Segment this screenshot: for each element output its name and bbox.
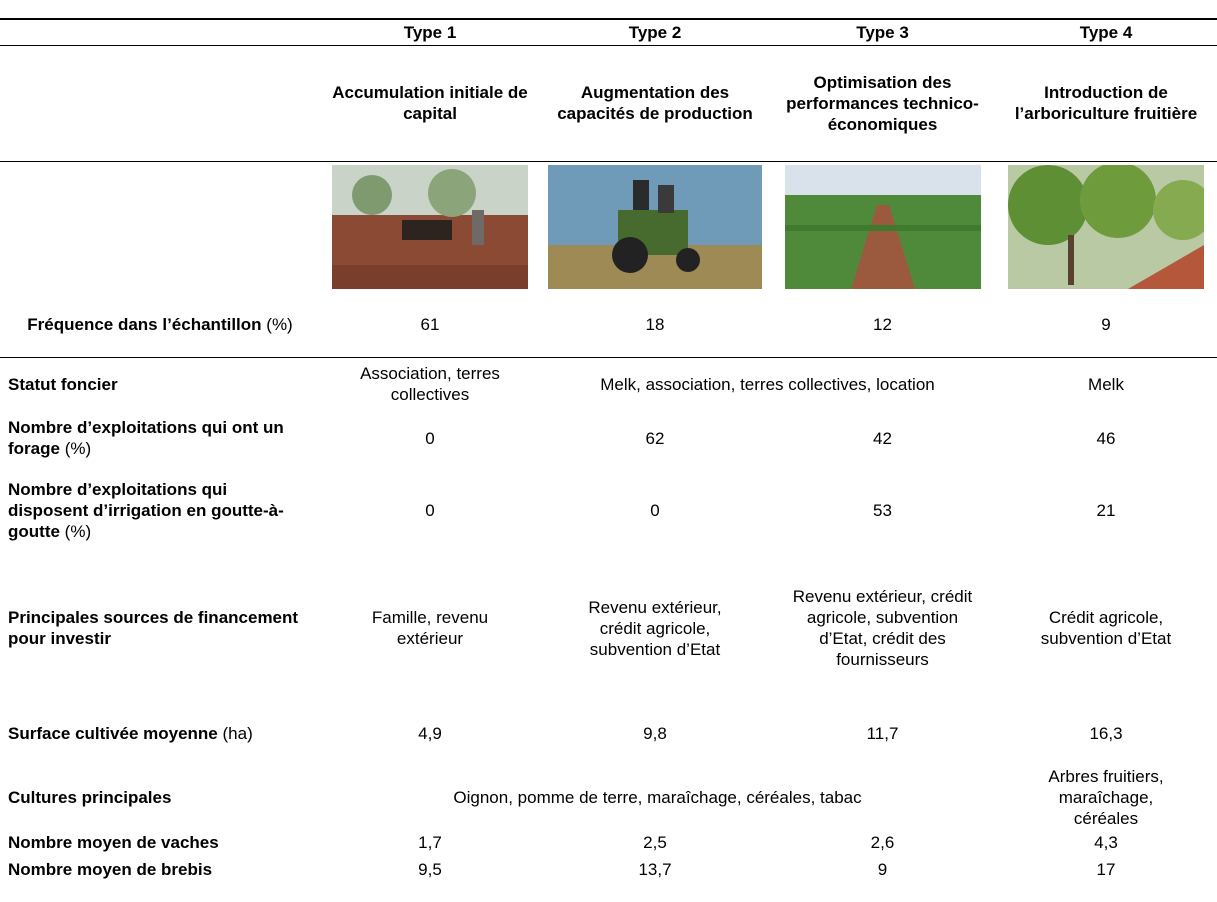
row-label: Nombre moyen de vaches bbox=[8, 833, 219, 852]
type-name: Augmentation des capacités de production bbox=[540, 45, 770, 162]
cell: 9,8 bbox=[643, 723, 667, 743]
label-text: Surface cultivée moyenne bbox=[8, 723, 218, 743]
cell: 9 bbox=[877, 860, 888, 879]
cell: Melk, association, terres collectives, l… bbox=[600, 374, 935, 394]
row-label: Principales sources de financement pour … bbox=[8, 608, 299, 648]
label-text: Fréquence dans l’échantillon bbox=[27, 315, 262, 335]
cell: 17 bbox=[1096, 860, 1116, 879]
photo bbox=[784, 165, 981, 290]
row-label: Fréquence dans l’échantillon (%) bbox=[0, 293, 320, 358]
photo bbox=[332, 165, 528, 290]
cell: 62 bbox=[645, 428, 665, 448]
table-row: Principales sources de financement pour … bbox=[0, 555, 1217, 701]
cell: 4,3 bbox=[1094, 833, 1118, 852]
table-row: Nombre moyen de vaches 1,7 2,5 2,6 4,3 bbox=[0, 829, 1217, 856]
row-label: Nombre d’exploitations qui disposent d’i… bbox=[0, 465, 320, 555]
cell: 0 bbox=[650, 500, 660, 520]
name-row: Accumulation initiale de capital Augment… bbox=[0, 45, 1217, 162]
table-row: Nombre d’exploitations qui ont un forage… bbox=[0, 411, 1217, 465]
cell: 9 bbox=[995, 293, 1217, 358]
cell: 61 bbox=[320, 293, 540, 358]
cell: 12 bbox=[770, 293, 995, 358]
photo bbox=[548, 165, 762, 290]
cell: 9,5 bbox=[418, 860, 442, 879]
cell: Crédit agricole, subvention d’Etat bbox=[1040, 608, 1172, 648]
type-header: Type 2 bbox=[540, 18, 770, 46]
cell: 1,7 bbox=[418, 833, 442, 852]
cell: Arbres fruitiers, maraîchage, céréales bbox=[1048, 766, 1164, 828]
type-name: Optimisation des performances technico-é… bbox=[770, 45, 995, 162]
row-label: Cultures principales bbox=[8, 787, 172, 807]
cell: 2,5 bbox=[643, 833, 667, 852]
cell: 21 bbox=[1096, 500, 1116, 520]
row-label: Nombre moyen de brebis bbox=[8, 860, 213, 879]
cell: 46 bbox=[1096, 428, 1116, 448]
table-row: Fréquence dans l’échantillon (%) 61 18 1… bbox=[0, 293, 1217, 358]
cell: Oignon, pomme de terre, maraîchage, céré… bbox=[453, 787, 862, 807]
type-header: Type 1 bbox=[320, 18, 540, 46]
row-label: Surface cultivée moyenne (ha) bbox=[0, 701, 320, 765]
cell: Association, terres collectives bbox=[360, 364, 500, 405]
type-header: Type 3 bbox=[770, 18, 995, 46]
cell: Revenu extérieur, crédit agricole, subve… bbox=[588, 597, 722, 659]
table-row: Surface cultivée moyenne (ha) 4,9 9,8 11… bbox=[0, 701, 1217, 765]
table-row: Statut foncier Association, terres colle… bbox=[0, 357, 1217, 411]
cell: 18 bbox=[540, 293, 770, 358]
cell: 0 bbox=[425, 428, 435, 448]
row-label: Nombre d’exploitations qui ont un forage… bbox=[0, 411, 320, 465]
label-unit: (%) bbox=[64, 439, 92, 458]
table-row: Nombre moyen de brebis 9,5 13,7 9 17 bbox=[0, 856, 1217, 883]
table-row: Nombre d’exploitations qui disposent d’i… bbox=[0, 465, 1217, 555]
type-name: Accumulation initiale de capital bbox=[320, 45, 540, 162]
photo bbox=[1008, 165, 1204, 290]
cell: 16,3 bbox=[1089, 723, 1123, 743]
cell: 4,9 bbox=[418, 723, 442, 743]
type-row: Type 1 Type 2 Type 3 Type 4 bbox=[0, 18, 1217, 46]
cell: 11,7 bbox=[866, 723, 899, 743]
cell: Revenu extérieur, crédit agricole, subve… bbox=[792, 587, 973, 669]
type-header: Type 4 bbox=[995, 18, 1217, 46]
label-unit: (ha) bbox=[222, 723, 253, 743]
cell: Melk bbox=[1088, 374, 1124, 394]
typology-table: Type 1 Type 2 Type 3 Type 4 Accumulation… bbox=[0, 18, 1217, 883]
cell: 2,6 bbox=[870, 833, 895, 852]
cell: 53 bbox=[873, 500, 892, 520]
table-row: Cultures principales Oignon, pomme de te… bbox=[0, 765, 1217, 829]
row-label: Statut foncier bbox=[8, 374, 118, 394]
cell: 0 bbox=[425, 500, 435, 520]
type-name: Introduction de l’arboriculture fruitièr… bbox=[995, 45, 1217, 162]
cell: Famille, revenu extérieur bbox=[371, 608, 489, 648]
cell: 42 bbox=[873, 428, 892, 448]
label-unit: (%) bbox=[64, 521, 92, 541]
image-row bbox=[0, 161, 1217, 293]
label-text: Nombre d’exploitations qui ont un forage bbox=[8, 418, 284, 458]
label-unit: (%) bbox=[266, 315, 293, 335]
cell: 13,7 bbox=[638, 860, 672, 879]
label-text: Nombre d’exploitations qui disposent d’i… bbox=[8, 479, 284, 541]
